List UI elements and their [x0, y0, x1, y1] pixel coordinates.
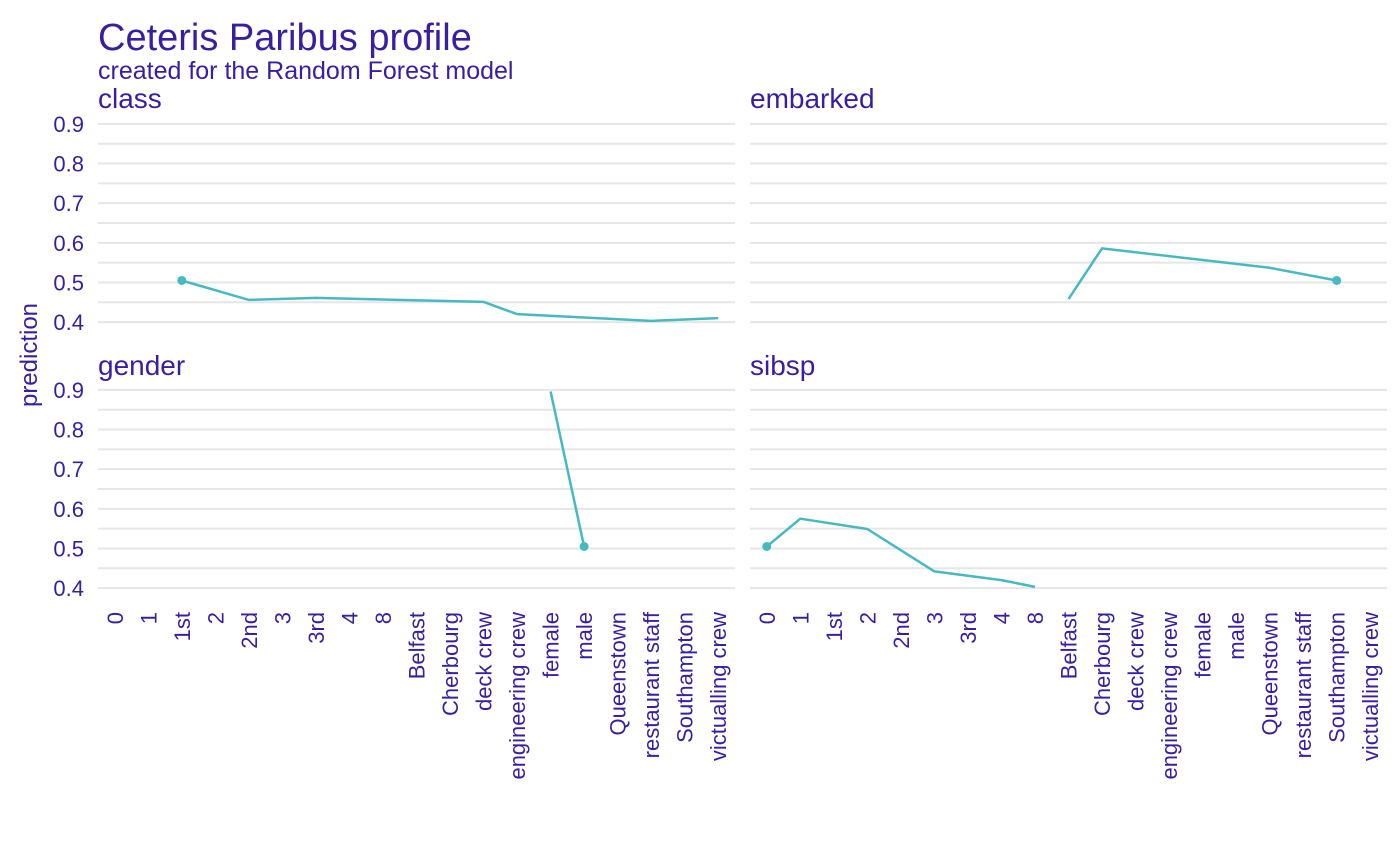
- x-tick-label: restaurant staff: [639, 611, 664, 758]
- y-tick-label: 0.5: [53, 270, 84, 295]
- x-tick-label: 1: [136, 612, 161, 624]
- x-tick-label: 8: [1023, 612, 1048, 624]
- x-tick-label: engineering crew: [505, 612, 530, 780]
- y-tick-label: 0.6: [53, 497, 84, 522]
- x-tick-label: 3rd: [956, 612, 981, 644]
- y-axis-label: prediction: [16, 303, 43, 407]
- x-tick-label: 0: [755, 612, 780, 624]
- panel-class: class 0.4 0.5 0.6 0.7 0.8 0.9: [53, 83, 735, 335]
- series-line-embarked: [1067, 247, 1337, 300]
- observation-point-embarked: [1332, 275, 1342, 285]
- x-tick-label: 2: [855, 612, 880, 624]
- x-tick-label: Cherbourg: [438, 612, 463, 716]
- x-tick-label: 2nd: [237, 612, 262, 649]
- y-tick-label: 0.6: [53, 231, 84, 256]
- series-line-gender: [549, 391, 586, 547]
- y-tick-label: 0.7: [53, 457, 84, 482]
- x-tick-label: Queenstown: [1258, 612, 1283, 736]
- series-line-class: [181, 279, 719, 323]
- chart-subtitle: created for the Random Forest model: [98, 57, 513, 85]
- panel-strip-label: class: [98, 83, 162, 114]
- x-tick-label: deck crew: [472, 612, 497, 711]
- x-tick-label: male: [1224, 612, 1249, 660]
- x-tick-label: restaurant staff: [1291, 611, 1316, 758]
- x-tick-label: Belfast: [1057, 612, 1082, 679]
- observation-point-sibsp: [762, 541, 772, 551]
- x-tick-label: engineering crew: [1157, 612, 1182, 780]
- x-tick-label: 2nd: [889, 612, 914, 649]
- x-axis-ticks: 0 1 1st 2 2nd 3 3rd 4 8 Belfast Cherbourg deck crew…: [103, 611, 1383, 779]
- y-tick-label: 0.5: [53, 536, 84, 561]
- x-tick-label: 0: [103, 612, 128, 624]
- panel-strip-label: embarked: [750, 83, 875, 114]
- x-tick-label: 1st: [170, 612, 195, 641]
- y-tick-label: 0.7: [53, 191, 84, 216]
- x-tick-label: 3: [922, 612, 947, 624]
- x-tick-label: Cherbourg: [1090, 612, 1115, 716]
- x-tick-label: victualling crew: [706, 612, 731, 761]
- x-tick-label: 3: [270, 612, 295, 624]
- panel-gender: gender 0.4 0.5 0.6 0.7 0.8 0.9: [53, 350, 735, 601]
- x-tick-label: 3rd: [304, 612, 329, 644]
- x-tick-label: male: [572, 612, 597, 660]
- series-line-sibsp: [766, 517, 1036, 589]
- x-tick-label: deck crew: [1124, 612, 1149, 711]
- x-tick-label: Belfast: [405, 612, 430, 679]
- observation-point-gender: [579, 541, 589, 551]
- y-tick-label: 0.4: [53, 310, 84, 335]
- y-tick-label: 0.8: [53, 418, 84, 443]
- facet-panels: class 0.4 0.5 0.6 0.7 0.8 0.9 embarked gender 0.4…: [53, 83, 1387, 601]
- x-tick-label: female: [1191, 612, 1216, 678]
- panel-sibsp: sibsp: [750, 350, 1387, 590]
- observation-point-class: [177, 275, 187, 285]
- x-tick-label: 4: [337, 612, 362, 624]
- panel-embarked: embarked: [750, 83, 1387, 324]
- y-tick-label: 0.9: [53, 378, 84, 403]
- y-tick-label: 0.8: [53, 152, 84, 177]
- x-tick-label: 1: [788, 612, 813, 624]
- y-tick-label: 0.9: [53, 112, 84, 137]
- x-tick-label: Southampton: [1325, 612, 1350, 743]
- panel-strip-label: sibsp: [750, 350, 815, 381]
- x-tick-label: female: [539, 612, 564, 678]
- x-tick-label: Southampton: [673, 612, 698, 743]
- x-tick-label: 4: [989, 612, 1014, 624]
- x-tick-label: 2: [203, 612, 228, 624]
- x-tick-label: 8: [371, 612, 396, 624]
- x-tick-label: victualling crew: [1358, 612, 1383, 761]
- y-tick-label: 0.4: [53, 576, 84, 601]
- x-tick-label: Queenstown: [606, 612, 631, 736]
- panel-strip-label: gender: [98, 350, 185, 381]
- x-tick-label: 1st: [822, 612, 847, 641]
- chart-title: Ceteris Paribus profile: [98, 17, 472, 59]
